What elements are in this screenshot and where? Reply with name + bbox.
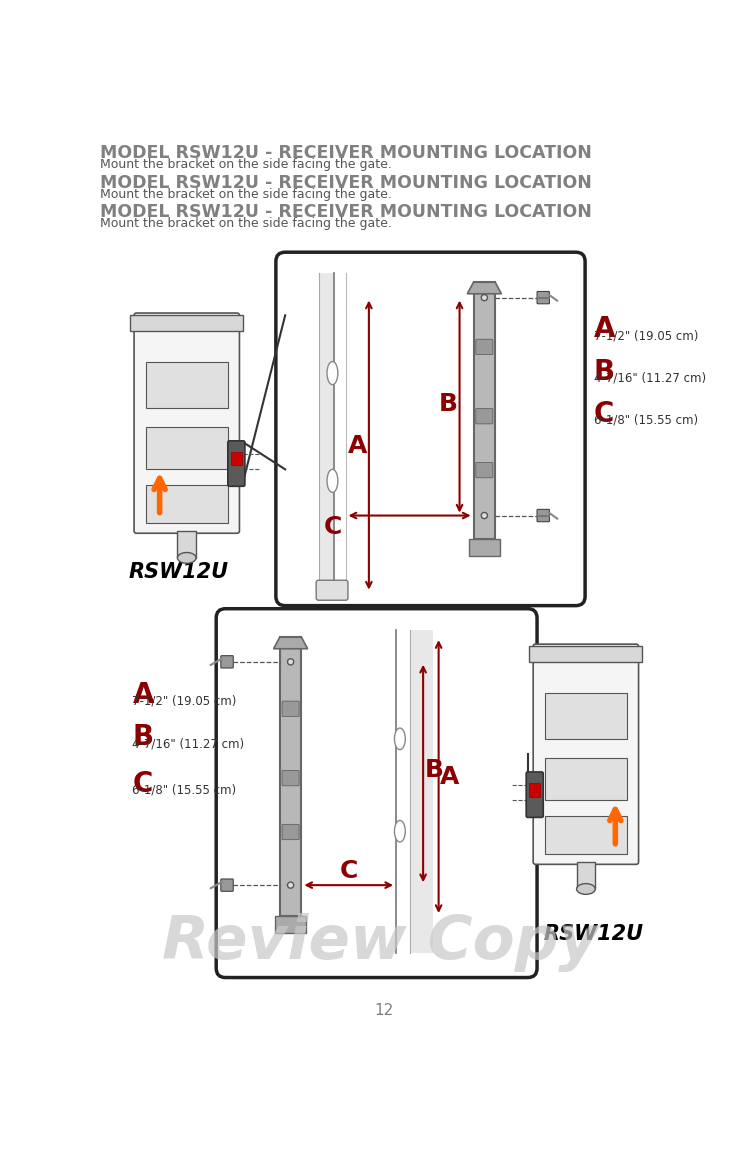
Ellipse shape xyxy=(577,884,596,894)
Polygon shape xyxy=(467,282,502,294)
FancyBboxPatch shape xyxy=(476,339,493,355)
Text: A: A xyxy=(440,765,459,789)
Text: C: C xyxy=(340,859,358,884)
Text: 6-1/8" (15.55 cm): 6-1/8" (15.55 cm) xyxy=(594,414,698,427)
Text: A: A xyxy=(594,316,615,343)
FancyBboxPatch shape xyxy=(533,644,638,864)
Bar xyxy=(146,362,228,408)
FancyBboxPatch shape xyxy=(220,655,233,668)
Bar xyxy=(577,862,596,889)
Ellipse shape xyxy=(327,469,338,492)
Text: RSW12U: RSW12U xyxy=(544,924,644,943)
Text: A: A xyxy=(133,681,154,710)
Bar xyxy=(473,282,495,539)
Text: MODEL RSW12U - RECEIVER MOUNTING LOCATION: MODEL RSW12U - RECEIVER MOUNTING LOCATIO… xyxy=(100,174,592,191)
Text: B: B xyxy=(133,723,154,751)
Polygon shape xyxy=(274,637,308,649)
Text: 4-7/16" (11.27 cm): 4-7/16" (11.27 cm) xyxy=(594,372,706,385)
Bar xyxy=(530,782,540,796)
Text: B: B xyxy=(440,392,458,416)
Bar xyxy=(146,485,228,523)
FancyBboxPatch shape xyxy=(220,879,233,892)
Circle shape xyxy=(287,882,294,888)
Bar xyxy=(469,539,500,555)
FancyBboxPatch shape xyxy=(282,702,299,717)
Text: B: B xyxy=(594,357,615,386)
Text: 7-1/2" (19.05 cm): 7-1/2" (19.05 cm) xyxy=(594,329,698,342)
Ellipse shape xyxy=(178,553,196,563)
Text: Review Copy: Review Copy xyxy=(162,914,598,972)
Text: 7-1/2" (19.05 cm): 7-1/2" (19.05 cm) xyxy=(133,695,237,708)
FancyBboxPatch shape xyxy=(476,409,493,424)
Bar xyxy=(544,816,627,855)
FancyBboxPatch shape xyxy=(476,462,493,478)
FancyBboxPatch shape xyxy=(216,608,537,978)
Text: 6-1/8" (15.55 cm): 6-1/8" (15.55 cm) xyxy=(133,783,237,796)
FancyBboxPatch shape xyxy=(526,772,543,818)
Text: C: C xyxy=(594,400,614,429)
FancyBboxPatch shape xyxy=(316,581,348,600)
Text: Mount the bracket on the side facing the gate.: Mount the bracket on the side facing the… xyxy=(100,158,392,172)
FancyBboxPatch shape xyxy=(276,252,585,606)
Text: MODEL RSW12U - RECEIVER MOUNTING LOCATION: MODEL RSW12U - RECEIVER MOUNTING LOCATIO… xyxy=(100,203,592,221)
Text: MODEL RSW12U - RECEIVER MOUNTING LOCATION: MODEL RSW12U - RECEIVER MOUNTING LOCATIO… xyxy=(100,144,592,162)
Bar xyxy=(530,646,643,662)
Text: 12: 12 xyxy=(375,1003,394,1018)
Bar xyxy=(231,452,242,465)
Text: C: C xyxy=(323,515,342,539)
Circle shape xyxy=(482,295,488,301)
Ellipse shape xyxy=(394,728,405,750)
Ellipse shape xyxy=(327,362,338,385)
FancyBboxPatch shape xyxy=(228,441,244,486)
FancyBboxPatch shape xyxy=(282,771,299,786)
FancyBboxPatch shape xyxy=(537,291,550,304)
Circle shape xyxy=(287,659,294,665)
Bar xyxy=(178,531,196,558)
FancyBboxPatch shape xyxy=(134,313,239,533)
Ellipse shape xyxy=(394,820,405,842)
FancyBboxPatch shape xyxy=(282,825,299,840)
Text: Mount the bracket on the side facing the gate.: Mount the bracket on the side facing the… xyxy=(100,217,392,229)
Text: B: B xyxy=(424,758,443,782)
Bar xyxy=(544,758,627,801)
Bar xyxy=(319,273,334,592)
Bar xyxy=(410,629,434,953)
FancyBboxPatch shape xyxy=(537,509,550,522)
Text: 4-7/16" (11.27 cm): 4-7/16" (11.27 cm) xyxy=(133,737,244,750)
Bar xyxy=(275,916,306,933)
Bar xyxy=(280,637,302,916)
Bar xyxy=(544,692,627,738)
Bar xyxy=(130,316,243,331)
Text: RSW12U: RSW12U xyxy=(129,562,229,582)
Circle shape xyxy=(482,513,488,518)
Bar xyxy=(146,427,228,469)
Text: C: C xyxy=(133,770,153,797)
Text: A: A xyxy=(347,434,367,458)
Text: Mount the bracket on the side facing the gate.: Mount the bracket on the side facing the… xyxy=(100,188,392,200)
